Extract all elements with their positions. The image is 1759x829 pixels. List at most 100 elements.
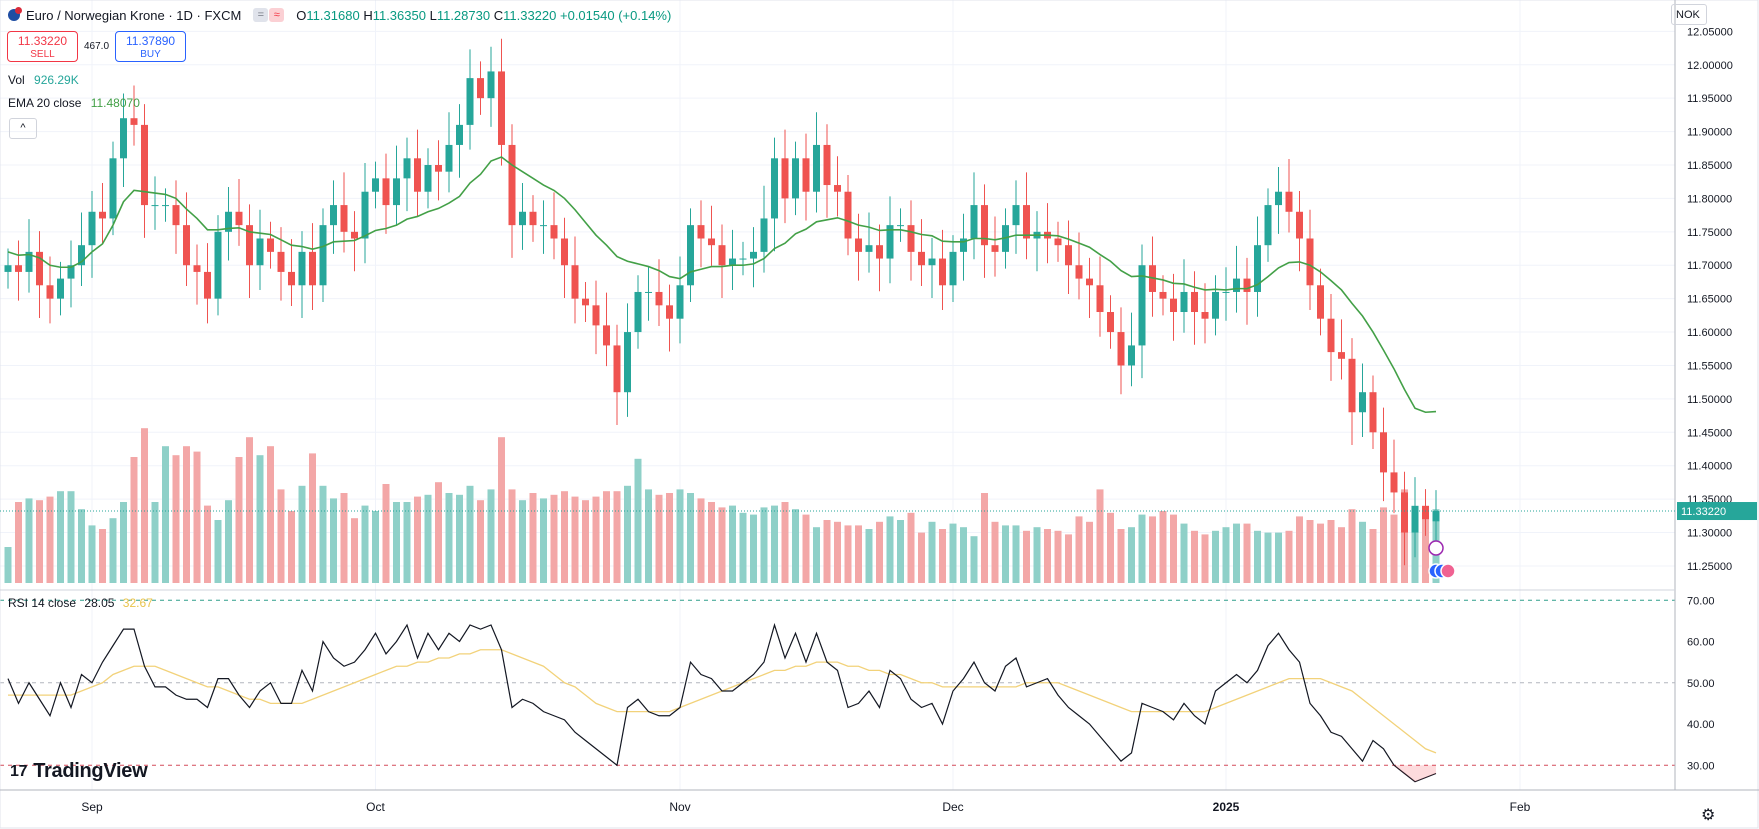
- collapse-legend-button[interactable]: ^: [9, 118, 37, 139]
- candle-body: [57, 278, 64, 299]
- candle-body: [393, 178, 400, 206]
- price-tick-label: 11.95000: [1687, 93, 1732, 105]
- volume-legend[interactable]: Vol 926.29K: [8, 73, 79, 87]
- volume-bar: [865, 529, 873, 583]
- volume-bar: [214, 520, 222, 583]
- candle-body: [1075, 265, 1083, 279]
- candle-body: [445, 144, 453, 172]
- volume-bar: [750, 514, 757, 583]
- candle-body: [162, 205, 169, 207]
- volume-bar: [1075, 516, 1083, 583]
- volume-bar: [1338, 527, 1345, 583]
- ema-20-line: [7, 156, 1437, 414]
- candle-body: [1317, 285, 1324, 319]
- flash-event-icon: [1428, 540, 1444, 556]
- volume-bar: [162, 446, 169, 583]
- volume-bar: [487, 489, 495, 583]
- candle-body: [1422, 505, 1429, 520]
- close-label: C: [493, 7, 504, 23]
- sell-button[interactable]: 11.33220 SELL: [7, 31, 78, 62]
- candle-body: [550, 225, 558, 239]
- volume-bar: [1359, 521, 1366, 583]
- rsi-ma-value: 32.67: [122, 596, 153, 610]
- buy-label: BUY: [140, 49, 161, 60]
- volume-bar: [876, 521, 883, 583]
- candle-body: [330, 205, 337, 226]
- settings-gear-icon[interactable]: ⚙: [1701, 807, 1716, 824]
- candle-body: [624, 332, 631, 393]
- price-tick-label: 11.60000: [1687, 327, 1732, 339]
- candle-body: [256, 238, 264, 266]
- volume-bar: [739, 512, 747, 583]
- price-tick-label: 11.90000: [1687, 127, 1732, 139]
- volume-bar: [151, 502, 159, 583]
- event-markers[interactable]: [1428, 540, 1456, 579]
- open-value: 11.31680: [306, 7, 360, 23]
- volume-bar: [981, 493, 988, 583]
- equal-icon[interactable]: =: [253, 8, 269, 22]
- volume-bar: [1222, 527, 1230, 583]
- candle-body: [498, 71, 505, 145]
- rsi-tick-label: 40.00: [1687, 719, 1715, 731]
- volume-bar: [1327, 520, 1335, 583]
- volume-bar: [1317, 523, 1324, 583]
- low-value: 11.28730: [436, 7, 491, 23]
- price-tick-label: 11.75000: [1687, 227, 1732, 239]
- candle-body: [508, 144, 516, 226]
- last-price-value: 11.33220: [1681, 506, 1726, 518]
- candle-body: [1401, 492, 1408, 533]
- volume-bar: [498, 437, 505, 583]
- candle-body: [834, 185, 841, 192]
- candle-body: [1170, 298, 1177, 313]
- candle-body: [477, 78, 484, 99]
- volume-bar: [330, 498, 337, 583]
- rsi-ma-line: [8, 649, 1437, 754]
- candle-body: [340, 205, 348, 232]
- volume-bar: [1044, 529, 1051, 583]
- volume-bar: [1212, 530, 1219, 583]
- candle-body: [246, 225, 253, 266]
- price-tick-label: 11.70000: [1687, 260, 1732, 272]
- approx-icon[interactable]: ≈: [269, 8, 285, 22]
- volume-bar: [655, 494, 663, 583]
- candle-body: [708, 238, 715, 246]
- symbol-title[interactable]: Euro / Norwegian Krone · 1D · FXCM: [26, 7, 242, 23]
- compare-toggle[interactable]: = ≈: [253, 8, 285, 22]
- candle-body: [309, 251, 316, 286]
- candle-body: [970, 205, 978, 239]
- volume-bar: [466, 485, 474, 583]
- volume-bar: [225, 500, 232, 583]
- candle-body: [1264, 205, 1272, 246]
- volume-bar: [781, 502, 789, 583]
- currency-selector[interactable]: NOK: [1671, 4, 1707, 25]
- volume-bar: [1233, 523, 1240, 583]
- candle-body: [1327, 318, 1335, 353]
- tradingview-logo[interactable]: 17 TradingView: [10, 760, 148, 783]
- volume-bar: [582, 500, 589, 583]
- buy-button[interactable]: 11.37890 BUY: [115, 31, 187, 62]
- price-tick-label: 12.00000: [1687, 60, 1733, 72]
- candle-body: [1380, 432, 1387, 473]
- volume-bar: [1107, 512, 1114, 583]
- currency-flag-icon: [8, 7, 22, 21]
- candle-body: [319, 225, 327, 286]
- volume-bar: [67, 491, 75, 583]
- candle-body: [4, 265, 12, 272]
- candle-body: [403, 158, 411, 179]
- candle-body: [141, 124, 148, 206]
- rsi-line: [7, 622, 1437, 783]
- volume-bar: [529, 493, 537, 583]
- volume-bar: [813, 527, 820, 583]
- volume-bar: [960, 527, 967, 583]
- high-label: H: [363, 7, 373, 23]
- candle-body: [718, 245, 726, 266]
- candle-body: [1390, 472, 1398, 493]
- rsi-legend[interactable]: RSI 14 close 28.05 32.67: [8, 596, 153, 610]
- volume-bar: [4, 547, 12, 583]
- candle-body: [109, 158, 117, 219]
- volume-bar: [897, 520, 904, 583]
- candle-body: [897, 225, 904, 227]
- ema-legend[interactable]: EMA 20 close 11.48070: [8, 96, 140, 110]
